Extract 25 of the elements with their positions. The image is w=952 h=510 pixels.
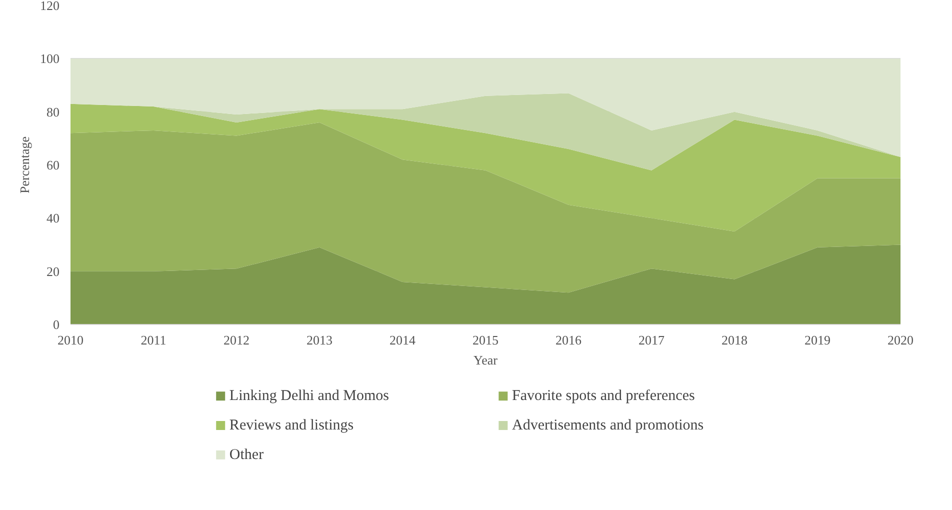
y-tick-label: 20 xyxy=(46,264,60,279)
x-tick-label: 2013 xyxy=(306,332,332,348)
x-tick-label: 2018 xyxy=(722,332,748,348)
x-tick-label: 2011 xyxy=(140,332,166,348)
legend-label: Reviews and listings xyxy=(229,418,354,434)
y-tick-label: 60 xyxy=(46,158,60,172)
y-tick-label: 120 xyxy=(40,0,60,13)
legend-label: Advertisements and promotions xyxy=(512,418,704,434)
y-tick-label: 0 xyxy=(53,317,60,332)
legend-label: Linking Delhi and Momos xyxy=(229,388,390,404)
y-tick-label: 100 xyxy=(40,51,60,66)
legend-label: Favorite spots and preferences xyxy=(512,388,695,404)
x-tick-label: 2014 xyxy=(390,332,416,348)
x-tick-label: 2015 xyxy=(472,332,498,348)
legend-label: Other xyxy=(229,446,264,463)
y-tick-label: 40 xyxy=(46,210,60,226)
x-tick-label: 2017 xyxy=(638,332,665,348)
x-tick-label: 2012 xyxy=(224,332,250,348)
y-tick-label: 80 xyxy=(46,104,60,120)
x-tick-label: 2010 xyxy=(58,332,84,348)
x-tick-label: 2016 xyxy=(556,332,582,348)
y-axis-title: Percentage xyxy=(17,136,32,194)
x-tick-label: 2019 xyxy=(804,332,830,348)
x-axis-title: Year xyxy=(474,352,498,368)
x-tick-label: 2020 xyxy=(888,332,914,348)
